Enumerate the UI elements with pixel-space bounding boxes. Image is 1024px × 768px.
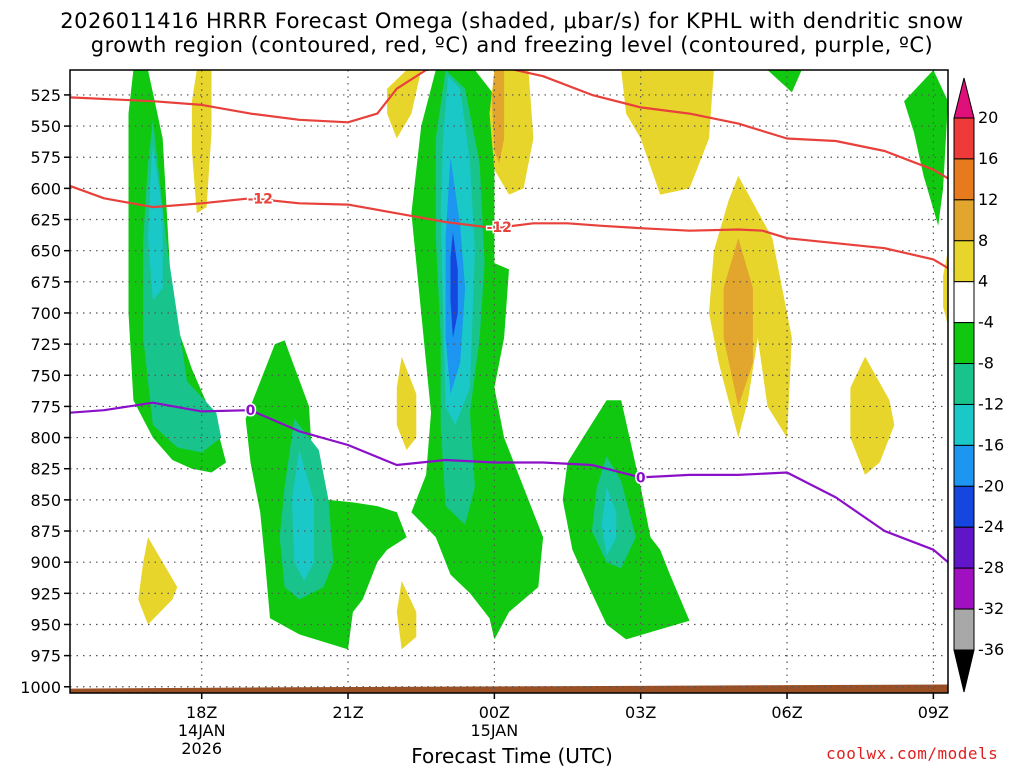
omega-region-15 <box>450 232 458 338</box>
colorbar-segment-9 <box>953 485 975 528</box>
y-tick-label-675: 675 <box>30 273 61 292</box>
freezing-level-label-0: 0 <box>246 403 256 419</box>
omega-region-19 <box>621 70 714 195</box>
omega-region-11 <box>291 450 314 581</box>
credit-link[interactable]: coolwx.com/models <box>826 744 999 763</box>
omega-region-24 <box>396 580 417 650</box>
freezing-level-label-1: 0 <box>636 470 646 486</box>
x-tick-label-30-0: 06Z <box>771 703 802 722</box>
colorbar-segment-11 <box>953 567 975 610</box>
terrain <box>70 684 948 693</box>
terrain-fill <box>70 684 948 693</box>
colorbar-segment-6 <box>953 363 975 405</box>
chart-title-line2: growth region (contoured, red, ºC) and f… <box>90 33 934 57</box>
y-tick-label-875: 875 <box>30 522 61 541</box>
colorbar-segment-1 <box>953 158 975 201</box>
y-tick-label-550: 550 <box>30 117 61 136</box>
y-tick-label-850: 850 <box>30 491 61 510</box>
y-tick-label-800: 800 <box>30 429 61 448</box>
colorbar-label-8: -16 <box>978 435 1004 454</box>
isotherm-minus12-lower <box>70 184 948 270</box>
omega-region-21 <box>850 356 895 475</box>
plot-frame <box>69 69 949 694</box>
contour-labels: -12 -12 0 0 <box>244 190 647 488</box>
colorbar-segment-7 <box>953 403 975 446</box>
colorbar-segment-5 <box>953 322 975 365</box>
omega-region-5 <box>904 70 948 226</box>
omega-region-27 <box>723 238 753 407</box>
colorbar-label-5: -4 <box>978 313 994 332</box>
colorbar: 20 16 12 8 4 -4 -8 -12 -16 -20 -24 -28 -32 -36 <box>953 77 1004 693</box>
x-tick-label-18-0: 18Z <box>186 703 217 722</box>
x-tick-label-24-0: 00Z <box>479 703 510 722</box>
contour-lines <box>70 70 948 564</box>
colorbar-label-7: -12 <box>978 394 1004 413</box>
y-tick-label-650: 650 <box>30 242 61 261</box>
colorbar-label-9: -20 <box>978 476 1004 495</box>
omega-region-23 <box>138 537 178 625</box>
colorbar-segment-0 <box>953 117 975 160</box>
omega-region-4 <box>767 70 802 93</box>
colorbar-label-2: 12 <box>978 190 998 209</box>
colorbar-segment-2 <box>953 199 975 242</box>
x-tick-label-27-0: 03Z <box>625 703 656 722</box>
x-tick-label-18-2: 2026 <box>181 739 222 758</box>
colorbar-bottom-arrow <box>953 649 975 693</box>
omega-region-13 <box>601 487 617 556</box>
y-tick-label-525: 525 <box>30 86 61 105</box>
isotherm-minus12-upper <box>70 70 948 180</box>
colorbar-label-13: -36 <box>978 640 1004 659</box>
freezing-level-line <box>70 401 948 564</box>
colorbar-segment-4 <box>953 281 975 324</box>
colorbar-label-10: -24 <box>978 517 1004 536</box>
y-tick-label-600: 600 <box>30 179 61 198</box>
colorbar-label-12: -32 <box>978 599 1004 618</box>
omega-shading <box>128 70 948 650</box>
y-tick-label-725: 725 <box>30 335 61 354</box>
colorbar-label-1: 16 <box>978 149 998 168</box>
y-tick-label-700: 700 <box>30 304 61 323</box>
y-tick-label-825: 825 <box>30 460 61 479</box>
y-tick-label-775: 775 <box>30 397 61 416</box>
colorbar-segment-3 <box>953 240 975 283</box>
colorbar-segment-10 <box>953 526 975 569</box>
colorbar-segment-12 <box>953 608 975 651</box>
x-axis-label: Forecast Time (UTC) <box>411 744 613 768</box>
x-tick-label-21-0: 21Z <box>332 703 363 722</box>
omega-region-26 <box>491 70 505 164</box>
omega-region-22 <box>396 356 417 450</box>
x-tick-label-18-1: 14JAN <box>178 721 226 740</box>
isotherm-label-1: -12 <box>487 220 512 236</box>
colorbar-label-3: 8 <box>978 231 988 250</box>
y-tick-label-625: 625 <box>30 211 61 230</box>
colorbar-segment-8 <box>953 444 975 487</box>
chart-title-line1: 2026011416 HRRR Forecast Omega (shaded, … <box>60 9 964 33</box>
y-tick-label-575: 575 <box>30 148 61 167</box>
colorbar-label-11: -28 <box>978 558 1004 577</box>
omega-region-25 <box>943 250 948 326</box>
y-tick-label-975: 975 <box>30 647 61 666</box>
x-tick-label-24-1: 15JAN <box>471 721 519 740</box>
x-tick-label-33-0: 09Z <box>918 703 949 722</box>
y-tick-label-925: 925 <box>30 584 61 603</box>
y-tick-label-750: 750 <box>30 366 61 385</box>
colorbar-label-4: 4 <box>978 272 988 291</box>
omega-region-17 <box>387 70 422 139</box>
colorbar-label-6: -8 <box>978 354 994 373</box>
y-tick-label-900: 900 <box>30 553 61 572</box>
isotherm-label-0: -12 <box>248 191 273 207</box>
y-tick-label-1000: 1000 <box>20 678 61 697</box>
omega-region-6 <box>143 119 222 453</box>
omega-region-10 <box>148 144 163 301</box>
colorbar-top-arrow <box>953 77 975 119</box>
y-tick-label-950: 950 <box>30 615 61 634</box>
y-axis: 525 550 575 600 625 650 675 700 725 750 775 800 825 8… <box>20 86 70 697</box>
colorbar-label-0: 20 <box>978 108 998 127</box>
